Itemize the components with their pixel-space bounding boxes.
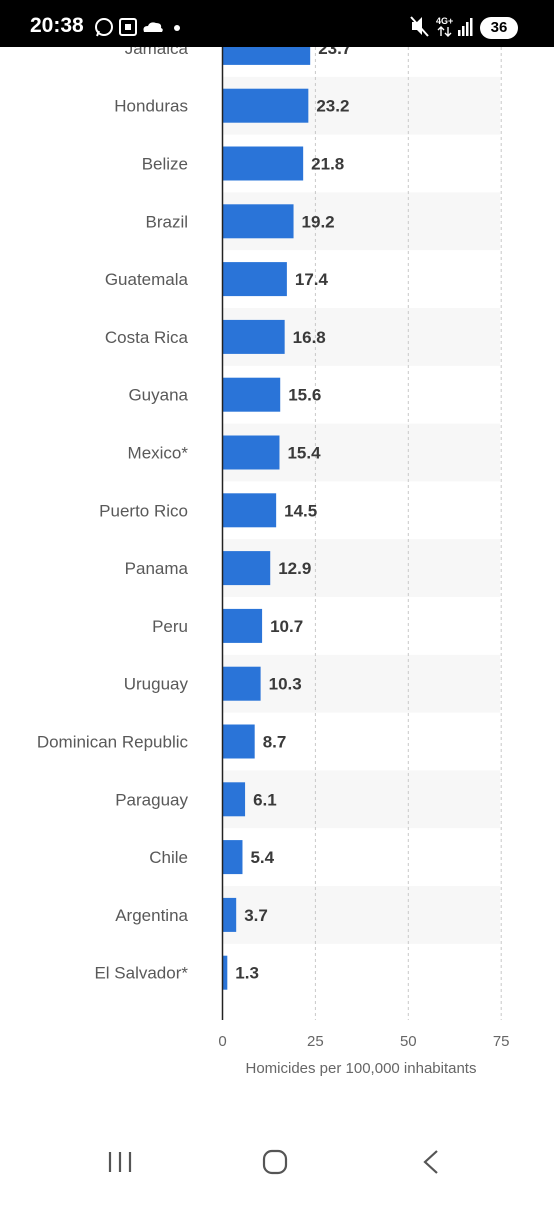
x-tick-75: 75 xyxy=(493,1033,510,1050)
row-stripe xyxy=(222,886,500,944)
value-label: 10.7 xyxy=(270,617,303,636)
bar-jamaica xyxy=(222,47,311,65)
value-label: 12.9 xyxy=(278,559,311,578)
bar-belize xyxy=(222,146,304,181)
recent-apps-icon[interactable] xyxy=(100,1140,140,1184)
value-label: 14.5 xyxy=(284,501,317,520)
value-label: 1.3 xyxy=(235,964,259,983)
bar-paraguay xyxy=(222,782,246,817)
value-label: 23.7 xyxy=(318,47,351,58)
row-stripes xyxy=(222,76,500,944)
status-time: 20:38 xyxy=(30,14,84,37)
category-label: Guyana xyxy=(128,386,188,405)
category-label: Peru xyxy=(152,617,188,636)
category-label: Uruguay xyxy=(124,675,189,694)
row-stripe xyxy=(222,654,500,713)
value-label: 21.8 xyxy=(311,155,344,174)
status-bar: 20:38 4G+ 36 xyxy=(0,0,554,47)
value-label: 8.7 xyxy=(263,733,287,752)
whatsapp-icon xyxy=(95,18,113,37)
value-label: 15.6 xyxy=(288,386,321,405)
category-label: Guatemala xyxy=(105,270,189,289)
value-label: 15.4 xyxy=(287,444,321,463)
category-label: Puerto Rico xyxy=(99,501,188,520)
category-label: Dominican Republic xyxy=(37,733,189,752)
category-label: Chile xyxy=(149,848,188,867)
battery-level: 36 xyxy=(490,19,508,36)
bar-honduras xyxy=(222,88,309,123)
category-label: Argentina xyxy=(115,906,188,925)
x-tick-labels: 0 25 50 75 xyxy=(218,1033,509,1050)
value-label: 16.8 xyxy=(293,328,326,347)
bar-puerto-rico xyxy=(222,493,277,528)
battery-icon: 36 xyxy=(480,17,518,39)
value-label: 3.7 xyxy=(244,906,268,925)
category-label: Brazil xyxy=(145,212,188,231)
network-label: 4G+ xyxy=(436,16,453,26)
back-icon[interactable] xyxy=(410,1140,450,1184)
row-stripe xyxy=(222,770,500,829)
dot-icon xyxy=(174,25,180,31)
value-label: 10.3 xyxy=(269,675,302,694)
bar-brazil xyxy=(222,204,294,239)
bar-peru xyxy=(222,608,263,643)
value-labels: 23.7 23.2 21.8 19.2 17.4 16.8 15.6 15.4 14.5 12.9… xyxy=(235,47,351,983)
status-icons-left xyxy=(95,18,180,37)
value-label: 6.1 xyxy=(253,790,277,809)
category-label: Mexico* xyxy=(128,444,189,463)
category-label: Jamaica xyxy=(125,47,189,58)
bar-panama xyxy=(222,551,271,586)
bar-el-salvador xyxy=(222,955,228,990)
value-label: 23.2 xyxy=(316,97,349,116)
screenshot-icon xyxy=(119,18,137,36)
bars xyxy=(222,47,311,990)
status-icons-right: 4G+ xyxy=(410,16,473,37)
bar-guatemala xyxy=(222,262,287,297)
mute-icon xyxy=(410,16,429,37)
value-label: 17.4 xyxy=(295,270,329,289)
bar-guyana xyxy=(222,377,281,412)
signal-icon xyxy=(458,18,473,36)
category-label: Honduras xyxy=(114,97,188,116)
bar-argentina xyxy=(222,897,237,932)
category-label: El Salvador* xyxy=(94,964,188,983)
gridlines xyxy=(314,47,502,1020)
bar-costa-rica xyxy=(222,319,285,354)
x-axis-title: Homicides per 100,000 inhabitants xyxy=(246,1060,477,1077)
cloud-icon xyxy=(143,22,163,32)
value-label: 19.2 xyxy=(302,212,335,231)
value-label: 5.4 xyxy=(250,848,274,867)
category-labels: Jamaica Honduras Belize Brazil Guatemala Cost… xyxy=(37,47,189,983)
category-label: Paraguay xyxy=(115,790,188,809)
x-tick-25: 25 xyxy=(307,1033,324,1050)
x-tick-0: 0 xyxy=(218,1033,226,1050)
category-label: Belize xyxy=(142,155,188,174)
home-icon[interactable] xyxy=(252,1140,298,1184)
homicide-bar-chart: Jamaica Honduras Belize Brazil Guatemala Cost… xyxy=(37,47,510,1077)
bar-mexico xyxy=(222,435,280,470)
x-tick-50: 50 xyxy=(400,1033,417,1050)
navigation-bar xyxy=(0,1120,554,1200)
bar-uruguay xyxy=(222,666,261,701)
bar-chile xyxy=(222,840,243,875)
category-label: Panama xyxy=(125,559,189,578)
bar-dominican-republic xyxy=(222,724,255,759)
network-icon: 4G+ xyxy=(436,16,453,37)
category-label: Costa Rica xyxy=(105,328,189,347)
